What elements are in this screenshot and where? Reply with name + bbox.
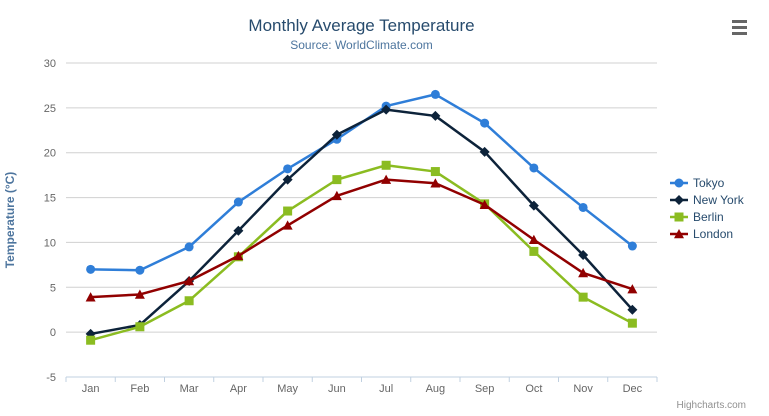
x-axis-label-jan: Jan xyxy=(82,383,100,395)
marker-berlin-oct[interactable] xyxy=(529,246,539,256)
marker-london-dec[interactable] xyxy=(627,284,638,294)
circle-marker-icon xyxy=(670,178,688,187)
y-axis-label: 30 xyxy=(44,58,56,70)
marker-berlin-jul[interactable] xyxy=(381,160,391,170)
series-line-london[interactable] xyxy=(89,178,634,299)
legend-label-new-york: New York xyxy=(693,192,744,207)
y-axis-label: -5 xyxy=(46,372,56,384)
hamburger-menu-icon xyxy=(732,20,747,23)
marker-tokyo-dec[interactable] xyxy=(627,241,637,251)
diamond-marker-icon xyxy=(670,194,688,205)
series-new-york xyxy=(85,104,638,339)
chart-title: Monthly Average Temperature xyxy=(248,16,475,35)
marker-tokyo-sep[interactable] xyxy=(480,118,490,128)
marker-tokyo-apr[interactable] xyxy=(233,197,243,207)
x-axis-label-aug: Aug xyxy=(426,383,446,395)
series-line-berlin[interactable] xyxy=(89,164,634,342)
legend: Tokyo New York Berlin London xyxy=(670,174,744,242)
x-axis-label-feb: Feb xyxy=(130,383,149,395)
marker-new-york-jul[interactable] xyxy=(381,104,392,115)
marker-london-oct[interactable] xyxy=(528,234,539,245)
y-axis-label: 25 xyxy=(44,103,56,115)
series-line-new-york[interactable] xyxy=(89,108,634,336)
marker-new-york-nov[interactable] xyxy=(578,249,589,260)
marker-new-york-may[interactable] xyxy=(282,174,293,185)
legend-item-london[interactable]: London xyxy=(670,225,744,242)
context-menu-button[interactable] xyxy=(732,20,749,35)
legend-item-tokyo[interactable]: Tokyo xyxy=(670,174,744,191)
marker-tokyo-aug[interactable] xyxy=(430,89,440,99)
x-axis-label-oct: Oct xyxy=(525,383,542,395)
x-axis-label-nov: Nov xyxy=(573,383,593,395)
y-axis-label: 20 xyxy=(44,148,56,160)
legend-label-berlin: Berlin xyxy=(693,209,724,224)
triangle-marker-icon xyxy=(670,228,688,238)
marker-tokyo-nov[interactable] xyxy=(578,202,588,212)
marker-london-jun[interactable] xyxy=(331,190,342,201)
marker-new-york-oct[interactable] xyxy=(528,200,539,211)
marker-london-may[interactable] xyxy=(282,220,293,230)
marker-berlin-may[interactable] xyxy=(283,206,293,216)
legend-label-tokyo: Tokyo xyxy=(693,175,725,190)
y-axis-title: Temperature (°C) xyxy=(3,172,17,269)
marker-london-feb[interactable] xyxy=(134,289,145,299)
x-axis-label-apr: Apr xyxy=(230,383,247,395)
marker-london-nov[interactable] xyxy=(578,267,589,278)
marker-berlin-nov[interactable] xyxy=(578,292,588,302)
marker-new-york-jun[interactable] xyxy=(331,129,342,140)
y-axis-label: 0 xyxy=(50,327,56,339)
marker-berlin-mar[interactable] xyxy=(184,296,194,306)
marker-london-apr[interactable] xyxy=(233,250,244,261)
chart-subtitle: Source: WorldClimate.com xyxy=(290,38,433,52)
marker-new-york-sep[interactable] xyxy=(479,146,490,157)
y-axis-label: 10 xyxy=(44,237,56,249)
marker-new-york-apr[interactable] xyxy=(233,225,244,236)
legend-item-berlin[interactable]: Berlin xyxy=(670,208,744,225)
marker-london-mar[interactable] xyxy=(184,276,195,286)
marker-berlin-aug[interactable] xyxy=(430,167,440,177)
marker-tokyo-feb[interactable] xyxy=(135,265,145,275)
x-axis-label-mar: Mar xyxy=(180,383,199,395)
series-london xyxy=(85,174,638,302)
x-axis-label-sep: Sep xyxy=(475,383,495,395)
marker-tokyo-oct[interactable] xyxy=(529,163,539,173)
marker-berlin-dec[interactable] xyxy=(627,318,637,328)
marker-berlin-jun[interactable] xyxy=(332,175,342,185)
y-axis-label: 15 xyxy=(44,193,56,205)
series-line-tokyo[interactable] xyxy=(89,93,634,272)
marker-tokyo-mar[interactable] xyxy=(184,242,194,252)
marker-berlin-jan[interactable] xyxy=(86,335,96,345)
x-axis-label-jun: Jun xyxy=(328,383,346,395)
legend-label-london: London xyxy=(693,226,734,241)
marker-london-jan[interactable] xyxy=(85,292,96,302)
x-axis-label-dec: Dec xyxy=(623,383,643,395)
y-axis-label: 5 xyxy=(50,282,56,294)
square-marker-icon xyxy=(670,212,688,221)
marker-tokyo-jan[interactable] xyxy=(86,264,96,274)
marker-london-aug[interactable] xyxy=(430,178,441,188)
marker-berlin-feb[interactable] xyxy=(135,322,145,332)
legend-item-new-york[interactable]: New York xyxy=(670,191,744,208)
x-axis-label-may: May xyxy=(277,383,298,395)
marker-tokyo-may[interactable] xyxy=(283,164,293,174)
marker-london-jul[interactable] xyxy=(381,174,392,184)
credits-link[interactable]: Highcharts.com xyxy=(676,400,746,411)
marker-new-york-dec[interactable] xyxy=(627,304,638,315)
marker-new-york-aug[interactable] xyxy=(430,110,441,121)
marker-london-sep[interactable] xyxy=(479,199,490,210)
x-axis-label-jul: Jul xyxy=(379,383,393,395)
series-tokyo xyxy=(86,89,637,275)
